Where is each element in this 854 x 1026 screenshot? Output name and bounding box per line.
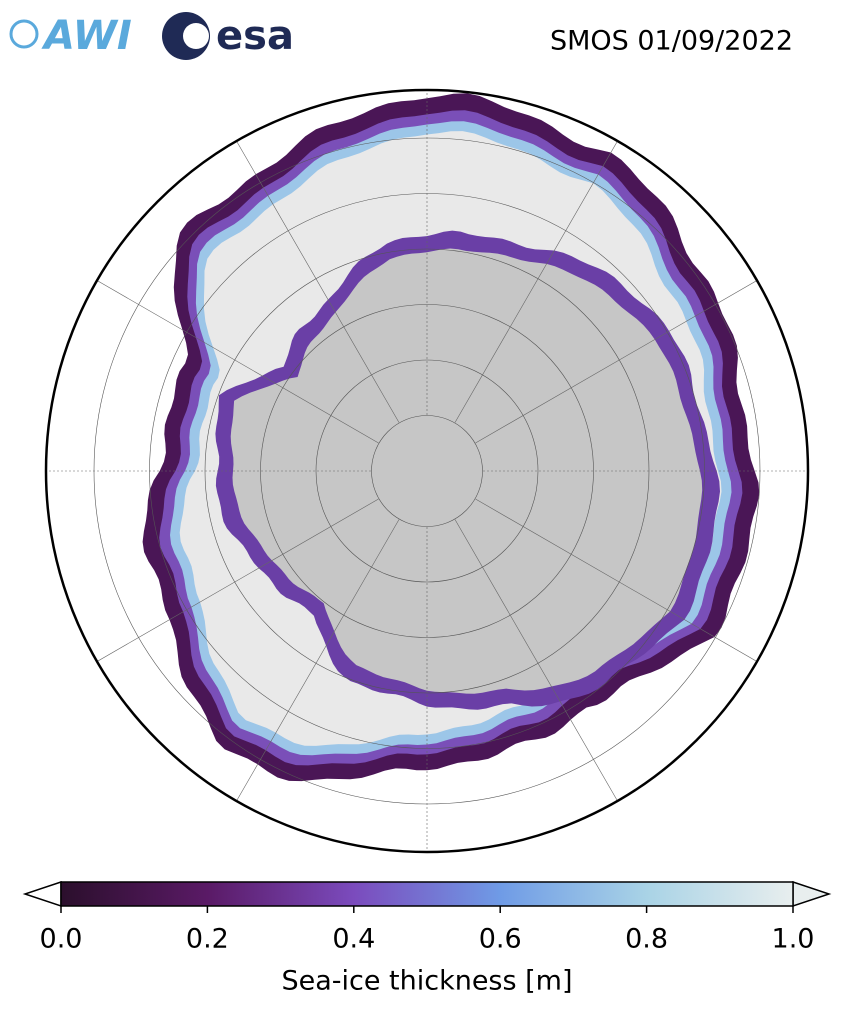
colorbar-tick-label: 0.8 — [625, 924, 668, 955]
colorbar-tick-label: 0.6 — [479, 924, 522, 955]
colorbar-extend-high — [792, 880, 832, 908]
awi-globe — [9, 19, 39, 49]
meridian-line — [226, 519, 400, 818]
map — [46, 90, 808, 852]
awi-logo: AWI — [9, 13, 132, 59]
map-title: SMOS 01/09/2022 — [550, 26, 793, 57]
meridian-line — [475, 498, 774, 672]
colorbar-tick-label: 0.2 — [186, 924, 229, 955]
latitude-line — [260, 304, 594, 638]
latitude-line — [371, 415, 483, 527]
colorbar-tick-label: 0.4 — [332, 924, 375, 955]
colorbar-tick-label: 0.0 — [40, 924, 83, 955]
esa-text: esa — [216, 13, 294, 59]
antarctica — [230, 248, 703, 694]
map-boundary — [44, 88, 810, 854]
colorbar-label: Sea-ice thickness [m] — [281, 966, 572, 997]
latitude-line — [315, 359, 539, 583]
colorbar: 0.0 0.2 0.4 0.6 0.8 1.0 — [22, 880, 832, 955]
esa-logo: esa — [162, 12, 294, 60]
meridian-line — [475, 270, 774, 444]
esa-mark-inner — [183, 23, 209, 49]
meridian-line — [80, 270, 379, 444]
colorbar-extend-low — [22, 880, 62, 908]
meridian-line — [80, 498, 379, 672]
meridian-line — [454, 519, 628, 818]
awi-text: AWI — [41, 13, 132, 59]
colorbar-tick-label: 1.0 — [772, 924, 815, 955]
meridian-line — [226, 124, 400, 423]
meridian-line — [454, 124, 628, 423]
colorbar-gradient — [60, 881, 794, 907]
